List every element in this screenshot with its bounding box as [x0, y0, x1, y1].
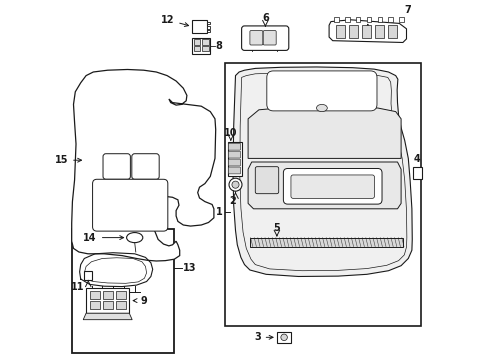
Bar	[102, 291, 113, 299]
Bar	[84, 271, 92, 280]
Polygon shape	[232, 67, 411, 276]
FancyBboxPatch shape	[283, 168, 381, 204]
Text: 7: 7	[404, 5, 410, 15]
Bar	[207, 22, 210, 24]
Bar	[207, 30, 210, 32]
FancyBboxPatch shape	[103, 154, 130, 179]
Bar	[89, 301, 100, 309]
FancyBboxPatch shape	[228, 151, 240, 158]
Bar	[345, 17, 349, 22]
Bar	[399, 17, 403, 22]
Text: 1: 1	[216, 207, 223, 217]
Bar	[374, 25, 384, 38]
Bar	[387, 25, 396, 38]
Polygon shape	[247, 162, 400, 209]
Bar	[202, 39, 208, 45]
Bar	[362, 25, 370, 38]
Polygon shape	[83, 313, 132, 320]
Text: 3: 3	[253, 332, 272, 342]
Bar	[89, 291, 100, 299]
FancyBboxPatch shape	[263, 31, 276, 45]
Text: 11: 11	[71, 282, 85, 292]
Bar	[366, 17, 370, 22]
Bar	[387, 17, 392, 22]
Bar	[115, 301, 125, 309]
Circle shape	[228, 178, 242, 191]
Text: 13: 13	[183, 263, 196, 273]
Ellipse shape	[316, 104, 326, 112]
Bar	[348, 25, 358, 38]
Bar	[224, 63, 420, 326]
Bar	[102, 301, 113, 309]
FancyBboxPatch shape	[255, 167, 278, 194]
Text: 4: 4	[413, 154, 420, 164]
Bar	[72, 229, 174, 353]
Bar	[202, 46, 208, 51]
Polygon shape	[328, 20, 406, 42]
Bar	[192, 20, 207, 33]
FancyBboxPatch shape	[241, 26, 288, 50]
Bar	[86, 288, 129, 313]
Bar	[334, 17, 338, 22]
Circle shape	[280, 334, 287, 341]
Text: 12: 12	[161, 15, 188, 26]
Bar	[207, 26, 210, 29]
Bar	[412, 167, 421, 179]
Bar	[193, 46, 200, 51]
Bar	[355, 17, 360, 22]
FancyBboxPatch shape	[228, 143, 240, 150]
Text: 14: 14	[83, 233, 123, 243]
FancyBboxPatch shape	[228, 159, 240, 166]
Bar	[276, 332, 291, 343]
FancyBboxPatch shape	[249, 31, 263, 45]
Bar	[336, 25, 345, 38]
Ellipse shape	[126, 233, 142, 243]
Text: 5: 5	[273, 223, 280, 233]
Text: 2: 2	[229, 196, 236, 206]
FancyBboxPatch shape	[132, 154, 159, 179]
Bar	[193, 39, 200, 45]
FancyBboxPatch shape	[266, 71, 376, 111]
Polygon shape	[247, 107, 400, 158]
Bar	[249, 238, 402, 247]
Bar	[115, 291, 125, 299]
Text: 15: 15	[55, 155, 81, 165]
FancyBboxPatch shape	[290, 175, 374, 198]
Polygon shape	[239, 73, 406, 271]
Text: 10: 10	[224, 128, 237, 138]
Polygon shape	[72, 69, 215, 261]
FancyBboxPatch shape	[228, 167, 240, 174]
Circle shape	[231, 181, 239, 188]
Text: 9: 9	[133, 296, 146, 306]
Bar	[192, 38, 210, 54]
Text: 8: 8	[215, 41, 222, 51]
Bar	[227, 142, 242, 176]
FancyBboxPatch shape	[92, 179, 167, 231]
Bar	[377, 17, 381, 22]
Text: 6: 6	[262, 13, 268, 23]
